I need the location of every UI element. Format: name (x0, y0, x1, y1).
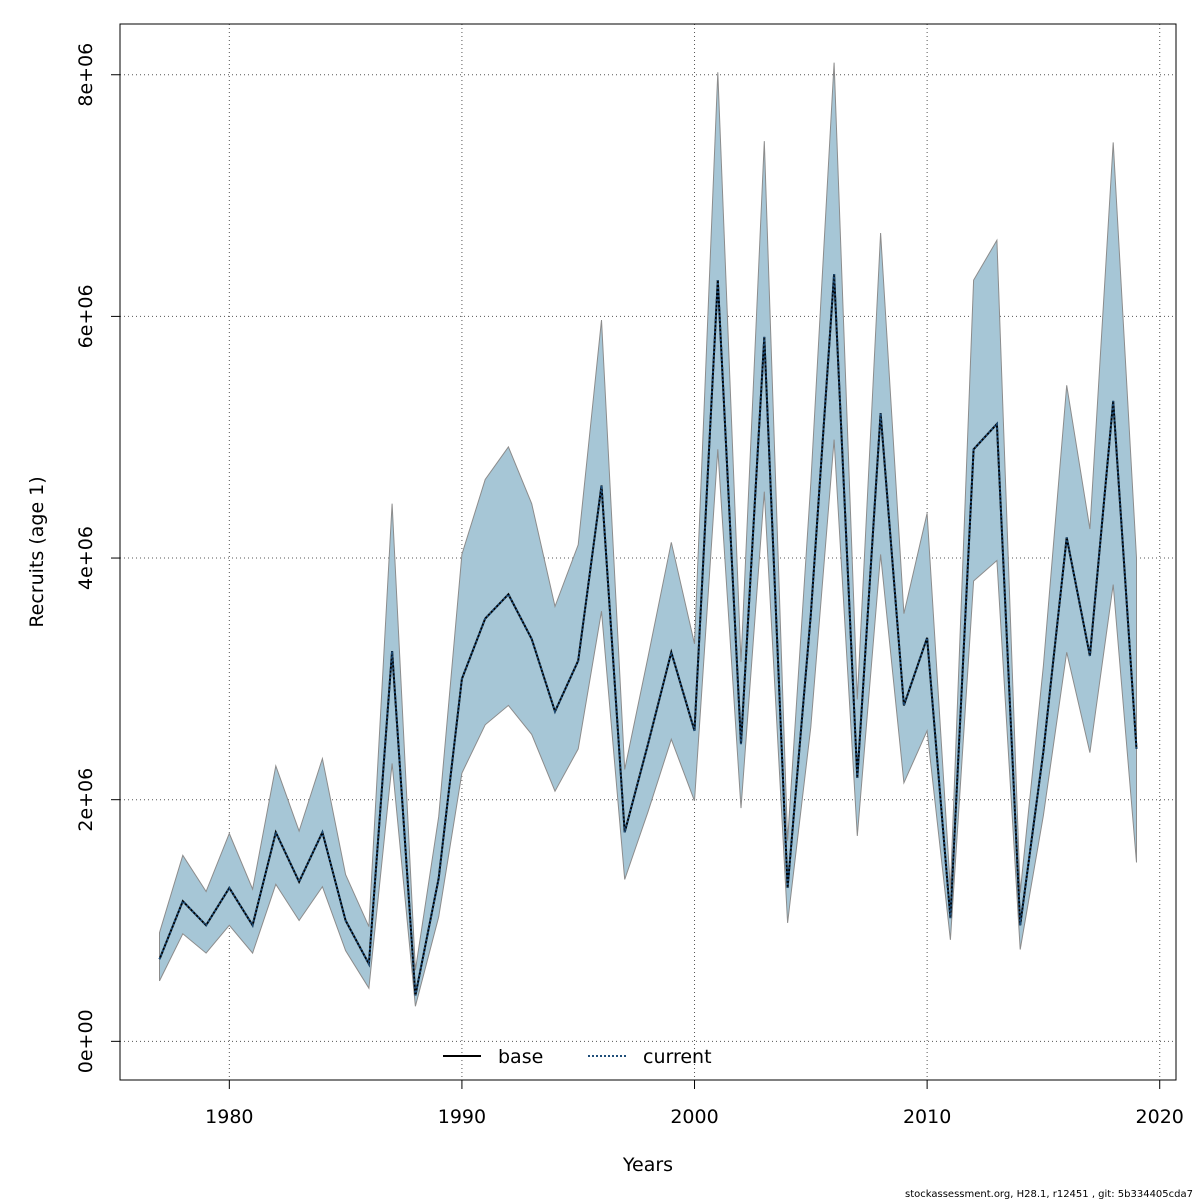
x-tick-label: 2020 (1136, 1106, 1184, 1128)
grid-lines (120, 24, 1176, 1080)
series-lines (158, 274, 1138, 996)
x-axis-title: Years (622, 1154, 673, 1176)
y-axis-title: Recruits (age 1) (26, 476, 48, 627)
y-tick-label: 8e+06 (75, 43, 97, 107)
y-tick-label: 2e+06 (75, 768, 97, 832)
y-tick-label: 6e+06 (75, 284, 97, 348)
x-tick-label: 2000 (670, 1106, 718, 1128)
footer-credit: stockassessment.org, H28.1, r12451 , git… (905, 1189, 1193, 1200)
x-axis: 1980 1990 2000 2010 2020 (205, 1079, 1184, 1128)
legend-label-base: base (498, 1046, 543, 1068)
plot-frame (119, 23, 1177, 1081)
y-tick-label: 4e+06 (75, 526, 97, 590)
series-line-current (158, 274, 1138, 996)
legend-label-current: current (643, 1046, 712, 1068)
x-tick-label: 1990 (438, 1106, 486, 1128)
confidence-band (159, 62, 1137, 1007)
legend: base current (443, 1046, 712, 1068)
y-tick-label: 0e+00 (75, 1009, 97, 1073)
y-axis: 0e+00 2e+06 4e+06 6e+06 8e+06 (75, 43, 121, 1073)
x-tick-label: 1980 (205, 1106, 253, 1128)
x-tick-label: 2010 (903, 1106, 951, 1128)
